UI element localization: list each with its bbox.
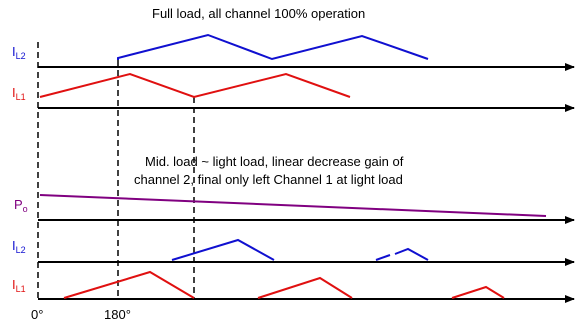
label-il2-top-main: I [12, 44, 16, 59]
label-il2-top: IL2 [12, 44, 26, 61]
label-il2-bottom-sub: L2 [16, 245, 26, 255]
il2-top-waveform [117, 33, 429, 61]
label-il1-top: IL1 [12, 85, 26, 102]
label-po: Po [14, 197, 28, 214]
phase-label-0: 0° [31, 307, 43, 322]
label-il1-bottom: IL1 [12, 277, 26, 294]
label-il2-top-sub: L2 [16, 51, 26, 61]
label-il1-bottom-main: I [12, 277, 16, 292]
il1-top-waveform [39, 72, 351, 99]
phase-label-180: 180° [104, 307, 131, 322]
label-po-main: P [14, 197, 23, 212]
mid-caption-line2: channel 2, final only left Channel 1 at … [134, 172, 403, 187]
label-il2-bottom: IL2 [12, 238, 26, 255]
il1-bottom-waveform-1 [63, 270, 195, 299]
il1-bottom-waveform-2 [257, 276, 353, 299]
diagram-title: Full load, all channel 100% operation [152, 6, 365, 21]
il2-bottom-waveform-2b [394, 247, 429, 261]
label-il1-bottom-sub: L1 [16, 284, 26, 294]
mid-caption-line1: Mid. load ~ light load, linear decrease … [145, 154, 404, 169]
po-waveform [39, 194, 547, 217]
il1-bottom-waveform-3 [451, 285, 505, 299]
label-il1-top-main: I [12, 85, 16, 100]
il2-bottom-waveform-2a [375, 254, 391, 261]
label-po-sub: o [23, 204, 28, 214]
label-il1-top-sub: L1 [16, 92, 26, 102]
label-il2-bottom-main: I [12, 238, 16, 253]
il2-bottom-waveform-1 [171, 238, 275, 261]
